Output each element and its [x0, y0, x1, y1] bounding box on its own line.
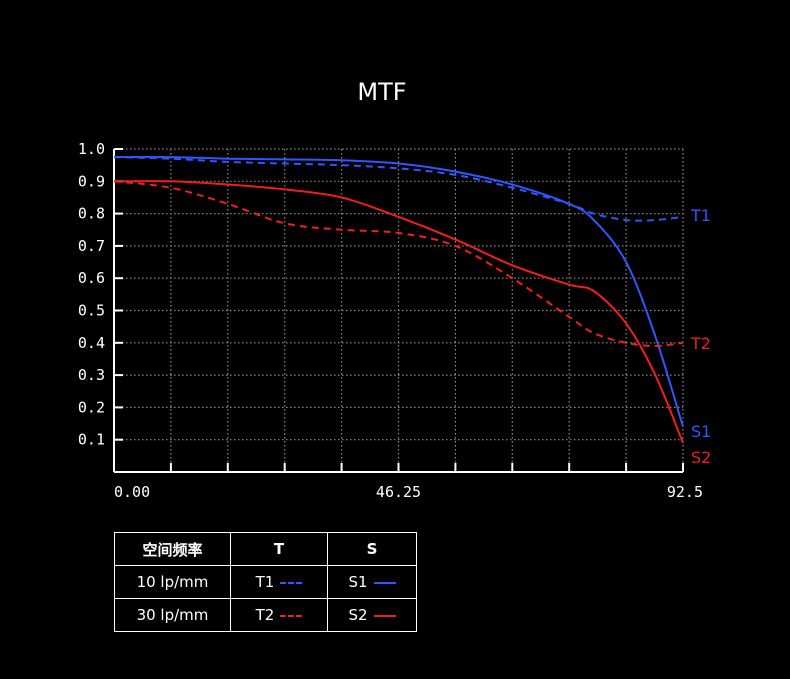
x-tick-label: 92.5 — [667, 483, 703, 501]
y-tick-labels: 1.0 0.9 0.8 0.7 0.6 0.5 0.4 0.3 0.2 0.1 — [78, 140, 105, 449]
series-end-label-s2: S2 — [691, 448, 711, 467]
y-tick-label: 0.3 — [78, 366, 105, 384]
dashed-blue-swatch — [280, 581, 303, 584]
series-line-s2 — [113, 180, 684, 444]
header-t: T — [230, 532, 328, 566]
legend-row: 10 lp/mm T1 S1 — [114, 565, 417, 599]
series-label: T2 — [255, 606, 275, 624]
y-tick-label: 0.5 — [78, 302, 105, 320]
y-tick-label: 1.0 — [78, 140, 105, 158]
series-lines — [113, 155, 684, 444]
legend-table: 空间频率 T S 10 lp/mm T1 S1 30 lp/mm T2 S2 — [114, 532, 417, 632]
row-s-cell: S2 — [327, 598, 417, 632]
y-tick-label: 0.7 — [78, 237, 105, 255]
row-t-cell: T2 — [230, 598, 328, 632]
row-frequency: 10 lp/mm — [114, 565, 231, 599]
x-tick-labels: 0.00 46.25 92.5 — [114, 483, 703, 501]
header-s: S — [327, 532, 417, 566]
mtf-chart: MTF 1.0 0.9 0.8 0.7 0.6 0.5 0.4 0.3 0.2 0.1 0.00 4… — [78, 78, 711, 501]
header-frequency: 空间频率 — [114, 532, 231, 566]
series-label: S2 — [348, 606, 368, 624]
series-end-labels: T1 S1 T2 S2 — [690, 206, 711, 467]
y-tick-label: 0.2 — [78, 398, 105, 416]
y-tick-label: 0.4 — [78, 334, 105, 352]
chart-title: MTF — [357, 78, 406, 106]
series-label: T1 — [255, 573, 275, 591]
row-t-cell: T1 — [230, 565, 328, 599]
legend-row: 30 lp/mm T2 S2 — [114, 598, 417, 632]
series-end-label-s1: S1 — [691, 422, 711, 441]
row-s-cell: S1 — [327, 565, 417, 599]
grid — [114, 148, 684, 472]
series-label: S1 — [348, 573, 368, 591]
y-tick-label: 0.8 — [78, 205, 105, 223]
solid-red-swatch — [373, 614, 396, 617]
series-line-t2 — [113, 180, 684, 348]
row-frequency: 30 lp/mm — [114, 598, 231, 632]
y-tick-label: 0.1 — [78, 431, 105, 449]
y-tick-label: 0.6 — [78, 269, 105, 287]
series-line-s1 — [113, 155, 684, 428]
dashed-red-swatch — [280, 614, 303, 617]
y-tick-label: 0.9 — [78, 172, 105, 190]
solid-blue-swatch — [373, 581, 396, 584]
legend-header-row: 空间频率 T S — [114, 532, 417, 566]
axes — [113, 148, 684, 473]
series-end-label-t1: T1 — [690, 206, 711, 225]
series-line-t1 — [113, 156, 684, 222]
x-tick-label: 46.25 — [376, 483, 421, 501]
x-tick-label: 0.00 — [114, 483, 150, 501]
series-end-label-t2: T2 — [690, 334, 711, 353]
